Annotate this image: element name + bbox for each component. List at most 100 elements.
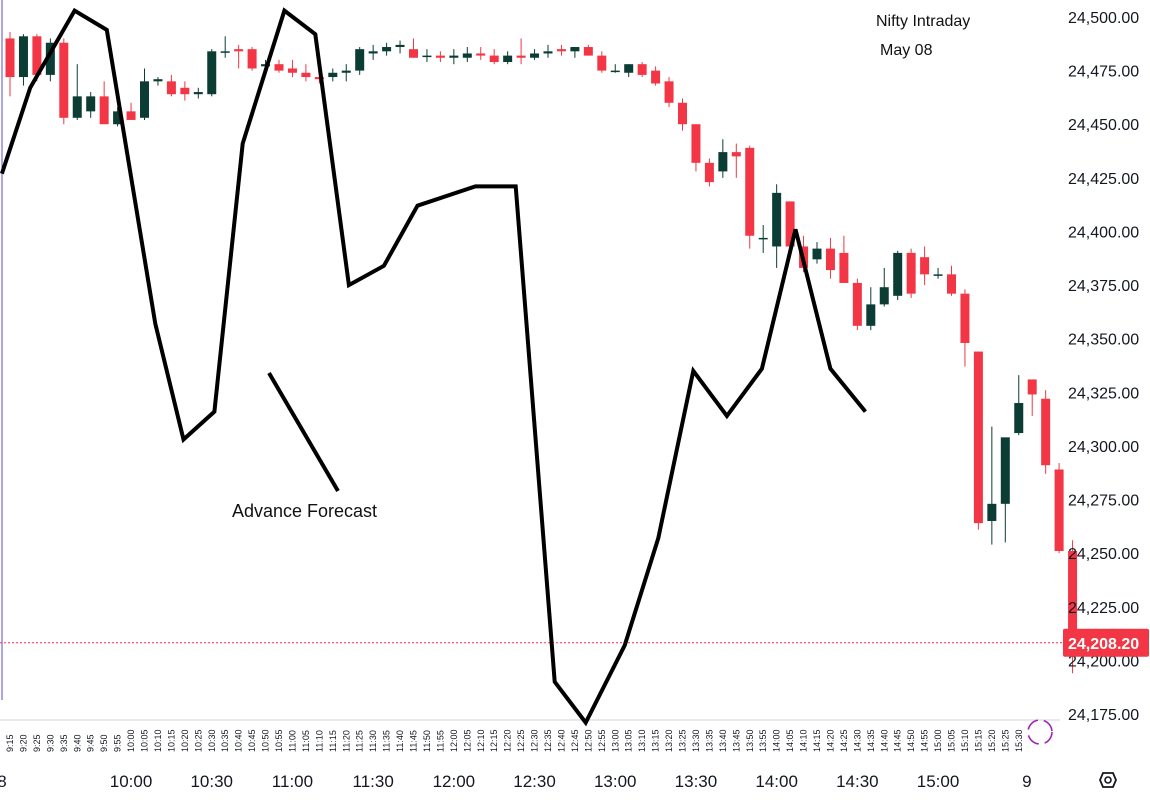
price-tick-label: 24,200.00 <box>1068 653 1139 670</box>
candle <box>435 51 445 63</box>
candle-body <box>664 81 674 103</box>
candle-body <box>126 111 136 120</box>
candle-body <box>368 51 378 54</box>
candle <box>193 87 203 99</box>
candle-body <box>772 192 782 247</box>
candle-body <box>758 237 768 240</box>
minor-time-label: 11:35 <box>382 730 392 752</box>
major-time-label: 10:00 <box>110 772 153 791</box>
minor-time-label: 13:30 <box>691 729 701 752</box>
annotation-advance-forecast: Advance Forecast <box>232 501 377 521</box>
candle <box>287 59 297 78</box>
last-price-badge: 24,208.20 <box>1063 628 1149 657</box>
candle-body <box>920 257 930 275</box>
candle <box>704 158 714 187</box>
candle-body <box>812 248 822 260</box>
minor-time-label: 12:40 <box>556 729 566 752</box>
timescale-marker-icon[interactable] <box>1027 719 1053 745</box>
minor-time-label: 15:25 <box>1000 729 1010 752</box>
time-axis-major-labels[interactable]: 8 10:00 10:30 11:00 11:30 12:00 12:30 13:00 13:3… <box>0 772 1032 791</box>
candle-body <box>893 252 903 296</box>
candle-body <box>220 51 230 53</box>
candle <box>489 49 499 65</box>
minor-time-label: 14:20 <box>825 729 835 752</box>
candle <box>731 143 741 178</box>
candle <box>812 242 822 264</box>
minor-time-label: 9:45 <box>86 734 96 752</box>
minor-time-label: 9:55 <box>113 734 123 752</box>
candle <box>947 265 956 296</box>
candle-body <box>1000 437 1010 504</box>
candle-body <box>610 70 620 73</box>
minor-time-label: 12:35 <box>543 729 553 752</box>
candle-body <box>99 96 109 125</box>
minor-time-label: 14:35 <box>866 729 876 752</box>
annotation-pointer <box>267 371 340 493</box>
price-tick-label: 24,400.00 <box>1068 224 1139 241</box>
candle <box>556 44 566 56</box>
candle <box>247 47 257 71</box>
minor-time-label: 14:30 <box>852 729 862 752</box>
candle <box>852 278 862 331</box>
price-tick-label: 24,300.00 <box>1068 439 1139 456</box>
minor-time-label: 13:25 <box>678 729 688 752</box>
price-axis[interactable]: 24,175.00 24,200.00 24,225.00 24,250.00 24,2… <box>1068 10 1139 724</box>
minor-time-label: 9:35 <box>59 734 69 752</box>
minor-time-label: 15:20 <box>987 729 997 752</box>
candle <box>1027 379 1037 416</box>
candle <box>126 102 136 120</box>
candle <box>355 47 365 75</box>
candle <box>610 64 620 73</box>
price-tick-label: 24,425.00 <box>1068 171 1139 188</box>
minor-time-label: 10:15 <box>166 729 176 752</box>
minor-time-label: 10:30 <box>207 729 217 752</box>
candle <box>1054 463 1064 554</box>
candle-body <box>704 162 714 183</box>
major-time-label: 12:00 <box>433 772 476 791</box>
minor-time-label: 13:35 <box>704 729 714 752</box>
candle-body <box>1041 398 1051 466</box>
candle-body <box>140 81 149 118</box>
price-tick-label: 24,475.00 <box>1068 64 1139 81</box>
minor-time-label: 12:05 <box>462 729 472 752</box>
minor-time-label: 10:35 <box>220 729 230 752</box>
minor-time-label: 13:20 <box>664 729 674 752</box>
candle-body <box>395 44 405 48</box>
candle-body <box>543 51 553 54</box>
candle-body <box>839 252 849 283</box>
candle-body <box>247 49 257 69</box>
candle-body <box>906 252 916 294</box>
minor-time-label: 10:45 <box>247 729 257 752</box>
minor-time-label: 10:05 <box>140 729 150 752</box>
minor-time-label: 14:40 <box>879 729 889 752</box>
candle-body <box>462 53 472 58</box>
candle <box>933 267 943 279</box>
minor-time-label: 12:25 <box>516 729 526 752</box>
major-time-label: 8 <box>0 772 7 791</box>
candle <box>207 49 217 97</box>
candle <box>1041 390 1051 474</box>
time-axis-minor-labels[interactable]: 9:15 9:20 9:25 9:30 9:35 9:40 9:45 9:50 9:55 10:0… <box>5 729 1024 752</box>
candle-body <box>678 102 687 125</box>
candle <box>86 92 96 118</box>
minor-time-label: 12:00 <box>449 729 459 752</box>
candle-body <box>207 51 217 95</box>
candle-body <box>503 55 513 63</box>
candle <box>906 248 916 298</box>
last-price-label: 24,208.20 <box>1068 636 1139 653</box>
major-time-label: 11:00 <box>272 772 313 791</box>
candle-body <box>879 287 889 305</box>
chart-settings-icon[interactable] <box>1099 772 1117 788</box>
candle-body <box>45 42 55 75</box>
major-time-label: 15:00 <box>917 772 960 791</box>
minor-time-label: 11:20 <box>341 730 351 752</box>
candle-body <box>489 55 499 63</box>
candle <box>72 64 82 120</box>
minor-time-label: 9:15 <box>5 734 15 752</box>
candle <box>785 201 795 251</box>
candle-body <box>933 274 943 276</box>
candle <box>772 184 782 268</box>
candle <box>166 74 176 97</box>
minor-time-label: 12:50 <box>583 729 593 752</box>
